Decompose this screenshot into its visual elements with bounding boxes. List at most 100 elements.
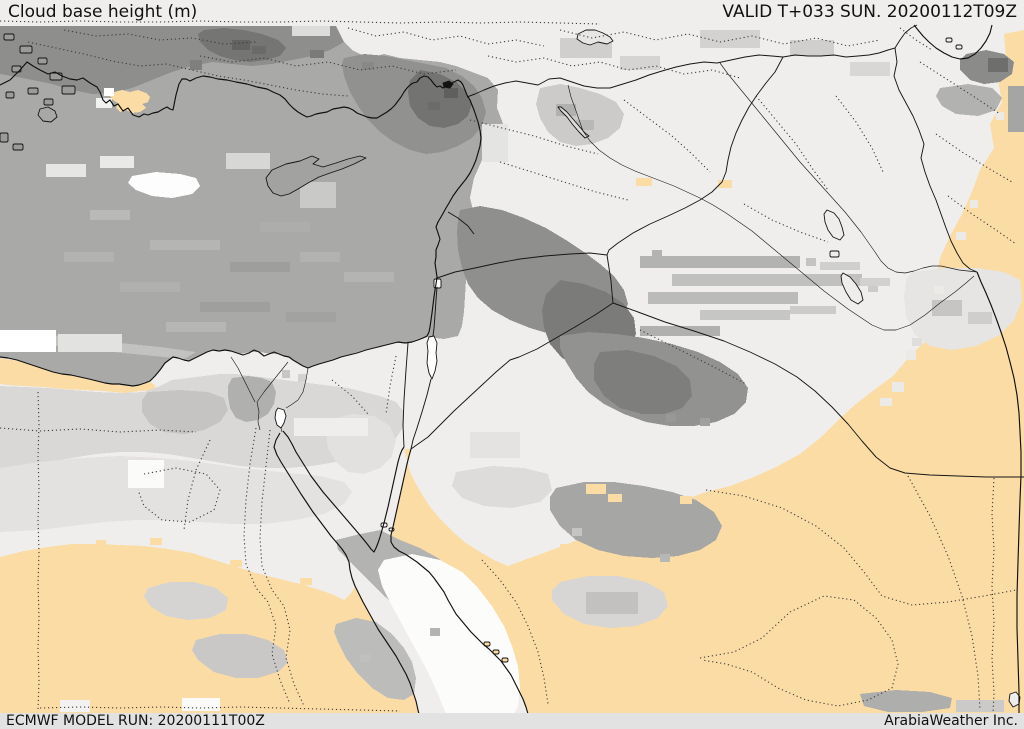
nile-damietta-branch <box>256 361 289 403</box>
jordan-saudi-border <box>410 302 614 450</box>
red-sea-west-gray <box>334 618 416 700</box>
saudi-north-admin <box>639 329 747 385</box>
credit-label: ArabiaWeather Inc. <box>884 713 1018 729</box>
red-sea-white-cloud <box>378 554 520 714</box>
egypt-red-sea-coast <box>273 432 420 715</box>
kuwait-pale-patch <box>904 268 1022 350</box>
turkey-admin-2 <box>347 27 545 47</box>
persian-gulf-coast <box>976 271 1022 714</box>
caspian-coast <box>913 24 993 60</box>
iran-admin-3 <box>947 195 1017 245</box>
iraq-admin-3 <box>743 203 829 243</box>
egypt-admin-3 <box>183 439 211 531</box>
nile-rosetta-branch <box>230 356 256 403</box>
saudi-red-sea-coast <box>390 448 529 715</box>
dead-sea <box>426 335 438 380</box>
cloud-field-patches <box>0 26 1024 714</box>
lake-razzaza <box>840 272 864 305</box>
euphrates-river <box>567 84 975 331</box>
hurghada-islet <box>483 641 491 647</box>
iran-admin-1 <box>919 61 1001 115</box>
iran-iraq-border <box>893 47 978 273</box>
lakes-and-islands <box>0 29 1021 708</box>
jordan-valley-border <box>410 378 432 450</box>
rivers <box>230 62 978 433</box>
iraq-admin-1 <box>755 95 829 191</box>
suez-canal <box>285 367 309 409</box>
caspian-islet <box>945 37 953 43</box>
israel-egypt-border <box>402 342 409 448</box>
aegean-island <box>37 57 48 65</box>
aegean-island <box>19 45 33 54</box>
red-sea-east-admin <box>481 559 549 705</box>
jordan-syria-border <box>436 252 608 279</box>
nile-river <box>256 401 261 431</box>
hurghada-islet <box>492 649 500 655</box>
clear-libya-strip <box>0 358 156 393</box>
egypt-sudan-border <box>39 706 401 712</box>
sinai-admin-1 <box>331 379 369 415</box>
sea-white-patch <box>128 172 200 198</box>
aegean-island <box>61 85 76 95</box>
jordan-east-border <box>606 254 614 304</box>
egypt-admin-1 <box>0 427 197 433</box>
turkey-caucasus-border <box>894 24 918 49</box>
suez-canal-south <box>280 427 283 433</box>
aleppo-pale-patch <box>536 84 624 146</box>
clear-egypt-south <box>0 544 419 714</box>
aegean-island <box>3 33 15 41</box>
country-borders <box>402 24 1024 478</box>
ne-mid-spot <box>936 84 1002 116</box>
clear-arabia <box>391 30 1024 714</box>
aegean-island <box>12 143 24 151</box>
jordan-saudi-core <box>594 350 692 414</box>
nw-saudi-gray-blob <box>550 482 722 558</box>
turkey-admin-3 <box>559 29 881 47</box>
hurghada-islet <box>501 657 509 663</box>
aegean-island <box>43 98 54 106</box>
tigris-river <box>719 62 978 274</box>
sinai-gulfs-coast <box>282 430 405 553</box>
orange-gray-blob-1 <box>192 634 288 678</box>
saudi-admin-blob <box>699 595 899 707</box>
nile-valley-admin-east <box>259 429 305 707</box>
syria-iraq-border <box>606 56 784 256</box>
turkey-admin-5 <box>487 55 741 79</box>
egypt-libya-border <box>37 391 40 711</box>
rhodes-island <box>37 106 58 123</box>
saudi-admin-1 <box>705 489 1017 606</box>
jordan-river <box>432 286 438 337</box>
valid-time-label: VALID T+033 SUN. 20200112T09Z <box>722 2 1017 22</box>
caucasus-admin <box>899 27 933 51</box>
delta-east-gray <box>228 376 276 422</box>
delta-west-gray <box>142 390 228 434</box>
map-title: Cloud base height (m) <box>8 2 198 22</box>
iraq-saudi-border <box>612 302 1024 478</box>
turkey-admin-1 <box>63 29 257 45</box>
syria-admin-3 <box>623 99 711 173</box>
orange-gray-blob-2 <box>144 582 228 620</box>
mid-egypt-light-band <box>0 456 352 532</box>
lake-assad <box>557 106 590 139</box>
nile-valley-admin-west <box>243 427 291 705</box>
admin-boundaries-dotted <box>0 20 1017 713</box>
iran-admin-2 <box>935 133 1013 183</box>
aegean-island <box>27 87 39 95</box>
model-run-label: ECMWF MODEL RUN: 20200111T00Z <box>6 713 265 729</box>
aegean-island <box>49 72 63 81</box>
tiran-island <box>388 527 395 532</box>
iraq-admin-2 <box>835 95 885 175</box>
nw-saudi-pale-streak <box>452 466 552 508</box>
caspian-islet <box>955 44 963 50</box>
lake-habbaniyah <box>829 250 840 258</box>
cyprus-island <box>265 155 367 197</box>
bottom-right-gray <box>860 690 952 712</box>
turkey-north-clip <box>0 20 601 25</box>
aegean-island <box>0 132 9 143</box>
footer-bar: ECMWF MODEL RUN: 20200111T00Z ArabiaWeat… <box>0 713 1024 729</box>
turkey-syria-iraq-border <box>466 47 896 98</box>
lake-tharthar <box>823 209 845 241</box>
lebanon-syria-border <box>447 211 475 235</box>
